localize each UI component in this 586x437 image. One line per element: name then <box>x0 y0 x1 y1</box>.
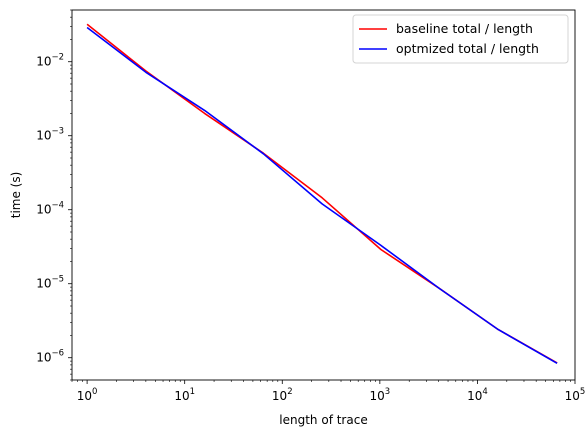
y-tick-label: 10−5 <box>36 275 64 291</box>
x-tick-label: 104 <box>467 387 488 403</box>
series-line-1 <box>86 26 558 364</box>
series-line-0 <box>86 23 558 364</box>
plot-frame <box>71 9 576 381</box>
x-tick-label: 101 <box>174 387 195 403</box>
legend-box <box>352 14 569 64</box>
y-axis-title: time (s) <box>9 172 23 219</box>
legend-label-baseline: baseline total / length <box>396 21 533 36</box>
y-tick-label: 10−2 <box>36 53 64 69</box>
y-tick-label: 10−3 <box>36 127 64 143</box>
x-tick-label: 103 <box>369 387 390 403</box>
legend-label-optimized: optmized total / length <box>396 41 539 56</box>
major-ticks <box>68 61 576 384</box>
series-lines <box>86 23 558 364</box>
y-tick-label: 10−6 <box>36 349 64 365</box>
x-tick-label: 100 <box>77 387 98 403</box>
legend: baseline total / length optmized total /… <box>352 14 569 64</box>
x-tick-label: 105 <box>565 387 586 403</box>
x-axis-title: length of trace <box>279 413 367 427</box>
y-tick-label: 10−4 <box>36 201 64 217</box>
x-tick-label: 102 <box>272 387 293 403</box>
